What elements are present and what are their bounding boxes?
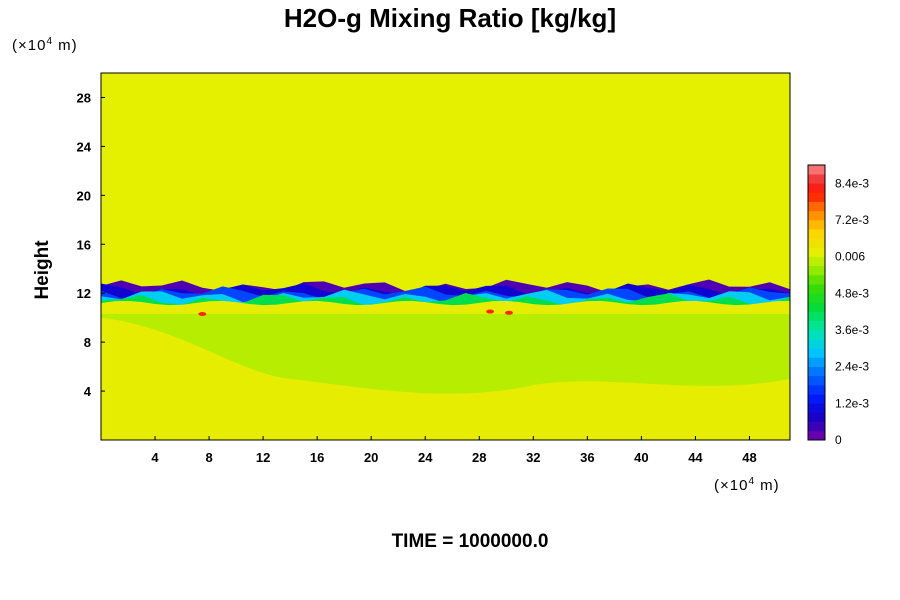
colorbar-segment (808, 403, 825, 413)
x-tick-label: 16 (310, 450, 324, 465)
colorbar-segment (808, 284, 825, 294)
y-unit-prefix: (×10 (12, 37, 47, 54)
x-tick-label: 44 (688, 450, 703, 465)
time-label: TIME = 1000000.0 (391, 531, 549, 552)
colorbar-segment (808, 165, 825, 175)
y-tick-label: 8 (84, 335, 91, 350)
colorbar-segment (808, 247, 825, 257)
heatmap-hotspot (504, 310, 513, 315)
y-unit-suffix: m) (53, 37, 78, 54)
colorbar-segment (808, 385, 825, 395)
x-tick-label: 32 (526, 450, 540, 465)
colorbar-segment (808, 293, 825, 303)
x-unit-suffix: m) (755, 477, 780, 494)
colorbar-segment (808, 256, 825, 267)
colorbar-segment (808, 265, 825, 276)
x-axis-unit-label: (×104 m) (714, 472, 780, 496)
colorbar-segment (808, 394, 825, 404)
x-tick-label: 8 (205, 450, 212, 465)
colorbar-tick-label: 3.6e-3 (835, 323, 869, 337)
colorbar-frame (807, 164, 826, 441)
colorbar-segment (808, 220, 825, 230)
x-unit-exponent: 4 (748, 476, 756, 487)
chart-title: H2O-g Mixing Ratio [kg/kg] (283, 3, 617, 33)
colorbar-segment (808, 357, 825, 367)
colorbar-segment (808, 421, 825, 432)
colorbar-segment (808, 302, 825, 312)
colorbar-segment (808, 430, 825, 441)
heatmap-hotspot (486, 309, 495, 314)
colorbar-segment (808, 375, 825, 386)
y-tick-label: 20 (77, 188, 91, 203)
heatmap-hotspot (198, 311, 207, 316)
colorbar-tick-label: 4.8e-3 (835, 286, 869, 300)
x-tick-label: 24 (418, 450, 433, 465)
heatmap-field-layers (101, 279, 790, 440)
colorbar-tick-label: 8.4e-3 (835, 176, 869, 190)
colorbar-tick-label: 0.006 (835, 250, 865, 264)
colorbar-segment (808, 210, 825, 221)
x-tick-label: 20 (364, 450, 378, 465)
colorbar-segment (808, 330, 825, 340)
y-axis-ticks: 4 8 12 16 20 24 28 (77, 90, 105, 399)
colorbar-segment (808, 238, 825, 248)
y-tick-label: 28 (77, 90, 91, 105)
x-axis-ticks: 4 8 12 16 20 24 28 32 36 40 44 48 (151, 436, 757, 465)
colorbar-segment (808, 275, 825, 285)
y-unit-exponent: 4 (46, 36, 54, 47)
x-tick-label: 4 (151, 450, 159, 465)
colorbar: 0 1.2e-3 2.4e-3 3.6e-3 4.8e-3 0.006 7.2e-3 8.4e… (807, 164, 869, 447)
colorbar-segment (808, 183, 825, 193)
colorbar-segment (808, 174, 825, 184)
heatmap-plot-area (100, 72, 791, 441)
x-tick-label: 12 (256, 450, 270, 465)
colorbar-segment (808, 366, 825, 377)
x-tick-label: 40 (634, 450, 648, 465)
colorbar-tick-label: 1.2e-3 (835, 396, 869, 410)
plot-frame (100, 72, 791, 441)
colorbar-segment (808, 339, 825, 349)
y-tick-label: 16 (77, 237, 91, 252)
heatmap-transition-edge (101, 300, 790, 314)
y-tick-label: 12 (77, 286, 91, 301)
y-tick-label: 24 (77, 139, 92, 154)
colorbar-tick-label: 0 (835, 433, 842, 447)
colorbar-segment (808, 320, 825, 331)
colorbar-segment (808, 201, 825, 212)
colorbar-segment (808, 229, 825, 239)
colorbar-segment (808, 412, 825, 422)
x-tick-label: 48 (742, 450, 756, 465)
x-tick-label: 28 (472, 450, 486, 465)
heatmap-mid-patch (101, 311, 790, 394)
colorbar-tick-label: 2.4e-3 (835, 360, 869, 374)
colorbar-tick-label: 7.2e-3 (835, 213, 869, 227)
x-tick-label: 36 (580, 450, 594, 465)
colorbar-segment (808, 192, 825, 202)
y-tick-label: 4 (84, 384, 92, 399)
y-axis-unit-label: (×104 m) (12, 32, 78, 56)
colorbar-segment (808, 348, 825, 358)
colorbar-segment (808, 311, 825, 322)
x-unit-prefix: (×10 (714, 477, 749, 494)
